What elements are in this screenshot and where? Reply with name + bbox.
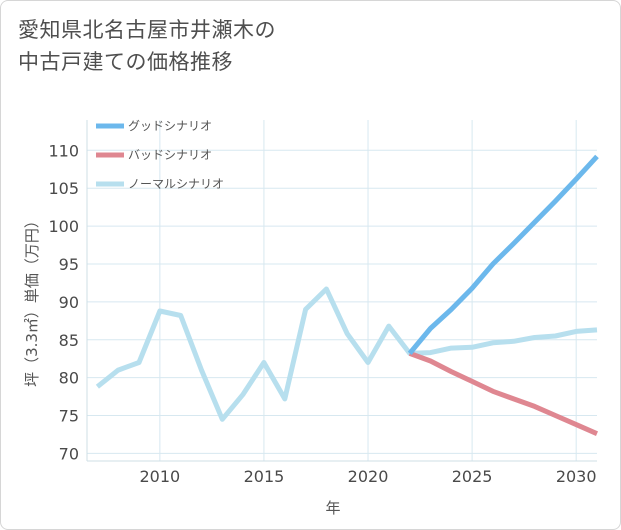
y-tick-label-75: 75	[59, 407, 79, 426]
chart-title: 愛知県北名古屋市井瀬木の 中古戸建ての価格推移	[18, 14, 276, 78]
legend-label-good: グッドシナリオ	[128, 119, 212, 133]
y-tick-label-100: 100	[48, 217, 79, 236]
series-line-bad	[408, 351, 599, 436]
x-axis-label: 年	[325, 499, 340, 517]
x-tick-label-2030: 2030	[556, 467, 597, 486]
legend-label-bad: バッドシナリオ	[128, 148, 212, 162]
series-layer	[95, 154, 599, 436]
series-line-good	[407, 154, 599, 355]
chart-title-line-2: 中古戸建ての価格推移	[18, 50, 233, 74]
series-line-normal	[95, 286, 598, 422]
y-tick-label-70: 70	[59, 444, 79, 463]
y-tick-label-95: 95	[59, 255, 79, 274]
grid-lines	[86, 120, 597, 462]
x-tick-label-2010: 2010	[139, 467, 180, 486]
tick-labels: 2010 2015 2020 2025 2030 70 75 80 85 90 95 100 105 11…	[48, 141, 596, 486]
chart-title-line-1: 愛知県北名古屋市井瀬木の	[18, 18, 276, 42]
y-tick-label-105: 105	[48, 179, 79, 198]
y-tick-label-85: 85	[59, 331, 79, 350]
legend-label-normal: ノーマルシナリオ	[128, 177, 224, 191]
y-tick-label-90: 90	[59, 293, 79, 312]
y-axis-label: 坪（3.3㎡）単価（万円）	[23, 213, 41, 387]
x-tick-label-2020: 2020	[348, 467, 389, 486]
x-tick-label-2015: 2015	[244, 467, 285, 486]
y-tick-label-110: 110	[48, 141, 79, 160]
y-tick-label-80: 80	[59, 369, 79, 388]
x-tick-label-2025: 2025	[452, 467, 493, 486]
